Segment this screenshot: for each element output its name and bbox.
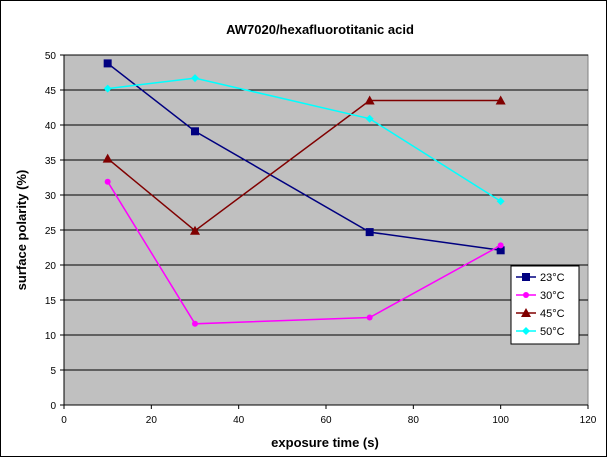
y-axis-title: surface polarity (%) bbox=[14, 170, 29, 291]
y-tick-label: 0 bbox=[50, 401, 56, 412]
x-tick-label: 80 bbox=[408, 415, 420, 426]
legend-label: 30°C bbox=[540, 290, 565, 302]
series-50c bbox=[103, 74, 505, 206]
series-line bbox=[107, 77, 502, 202]
series-30c bbox=[104, 178, 504, 327]
data-point-triangle bbox=[364, 95, 375, 105]
series-23c bbox=[103, 59, 505, 255]
data-point-circle bbox=[497, 242, 504, 249]
series-line bbox=[107, 99, 501, 232]
data-point-square bbox=[522, 273, 530, 281]
y-tick-label: 30 bbox=[45, 191, 57, 202]
data-point-square bbox=[103, 59, 112, 68]
legend-label: 45°C bbox=[540, 308, 565, 320]
y-tick-label: 10 bbox=[45, 331, 57, 342]
chart-title: AW7020/hexafluorotitanic acid bbox=[226, 22, 414, 37]
series-line bbox=[107, 62, 501, 252]
x-axis-title: exposure time (s) bbox=[271, 435, 379, 450]
data-point-triangle bbox=[521, 308, 531, 317]
data-point-diamond bbox=[103, 84, 112, 93]
data-point-diamond bbox=[522, 327, 530, 335]
x-tick-label: 20 bbox=[146, 415, 158, 426]
data-point-triangle bbox=[190, 225, 200, 235]
legend: 23°C 30°C 45°C 50°C bbox=[510, 265, 580, 345]
y-tick-label: 45 bbox=[45, 86, 57, 97]
series-45c bbox=[102, 95, 506, 235]
series-layer bbox=[102, 59, 506, 327]
y-tick-label: 35 bbox=[45, 156, 57, 167]
axes: 0 5 10 15 20 25 30 35 40 45 50 0 20 40 60 80 100 120 bbox=[45, 51, 597, 426]
y-tick-label: 20 bbox=[45, 261, 57, 272]
x-tick-label: 120 bbox=[580, 415, 597, 426]
x-tick-label: 60 bbox=[320, 415, 332, 426]
x-tick-label: 100 bbox=[492, 415, 509, 426]
data-point-square bbox=[191, 127, 199, 136]
y-tick-label: 50 bbox=[45, 51, 57, 62]
y-tick-label: 25 bbox=[45, 226, 57, 237]
x-tick-label: 0 bbox=[61, 415, 67, 426]
data-point-triangle bbox=[102, 153, 113, 163]
data-point-circle bbox=[366, 314, 373, 321]
data-point-triangle bbox=[495, 95, 506, 105]
data-point-square bbox=[365, 228, 374, 237]
data-point-square bbox=[496, 246, 505, 255]
data-point-circle bbox=[192, 320, 198, 327]
data-point-diamond bbox=[365, 114, 374, 123]
series-line bbox=[107, 181, 502, 325]
y-tick-label: 15 bbox=[45, 296, 57, 307]
x-tick-label: 40 bbox=[233, 415, 245, 426]
data-point-circle bbox=[104, 178, 111, 185]
data-point-diamond bbox=[496, 197, 505, 206]
data-point-circle bbox=[523, 292, 529, 298]
y-tick-label: 5 bbox=[50, 366, 56, 377]
y-tick-label: 40 bbox=[45, 121, 57, 132]
legend-label: 50°C bbox=[540, 326, 565, 338]
legend-label: 23°C bbox=[540, 272, 565, 284]
data-point-diamond bbox=[191, 74, 199, 83]
